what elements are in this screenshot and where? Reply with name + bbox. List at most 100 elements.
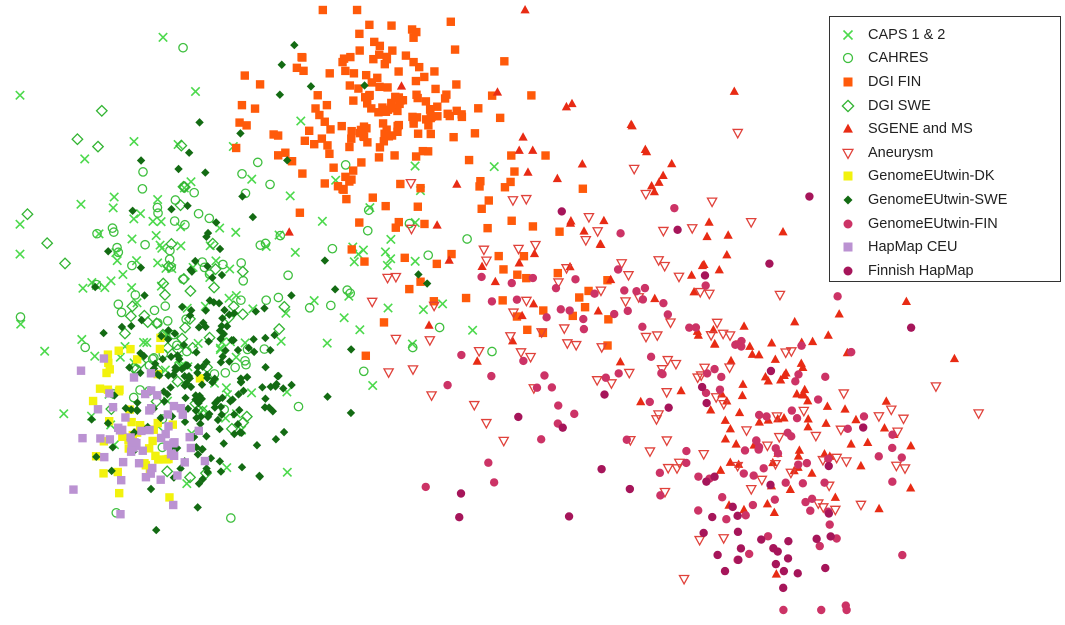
data-point	[645, 397, 655, 407]
data-point	[252, 157, 263, 168]
data-point	[380, 129, 389, 138]
data-point	[476, 176, 485, 186]
data-point	[275, 90, 285, 99]
data-point	[705, 331, 717, 342]
data-point	[169, 401, 179, 411]
data-point	[379, 318, 389, 327]
data-point	[801, 497, 810, 507]
data-point	[175, 139, 188, 152]
data-point	[579, 324, 589, 334]
data-point	[492, 87, 503, 96]
data-point	[261, 363, 270, 372]
data-point	[596, 239, 606, 249]
data-point	[885, 405, 897, 416]
data-point	[636, 396, 646, 406]
data-point	[187, 306, 196, 315]
data-point	[138, 167, 148, 177]
data-point	[182, 378, 191, 388]
data-point	[739, 504, 749, 514]
data-point	[341, 66, 350, 76]
data-point	[489, 478, 499, 487]
data-point	[715, 385, 725, 394]
data-point	[132, 355, 142, 364]
data-point	[418, 146, 428, 156]
data-point	[411, 76, 421, 86]
data-point	[768, 457, 778, 467]
data-point	[817, 503, 830, 514]
data-point	[186, 265, 195, 275]
data-point	[824, 461, 833, 471]
data-point	[217, 321, 226, 331]
data-point	[133, 406, 142, 415]
data-point	[723, 363, 736, 374]
data-point	[487, 297, 497, 306]
data-point	[781, 478, 790, 487]
data-point	[139, 351, 149, 361]
data-point	[507, 196, 519, 207]
data-point	[268, 407, 278, 416]
data-point	[236, 308, 249, 321]
data-point	[972, 409, 985, 420]
data-point	[354, 84, 363, 93]
data-point	[381, 201, 390, 211]
data-point	[184, 371, 194, 381]
data-point	[113, 467, 122, 477]
data-point	[733, 527, 743, 537]
data-point	[771, 444, 780, 453]
data-point	[141, 389, 150, 399]
data-point	[235, 118, 244, 127]
data-point	[162, 316, 173, 326]
data-point	[240, 71, 249, 80]
data-point	[429, 297, 439, 306]
data-point	[798, 362, 808, 372]
data-point	[393, 127, 402, 137]
legend-item-sgene-and-ms: SGENE and MS	[840, 117, 1060, 141]
data-point	[136, 368, 145, 378]
data-point	[512, 244, 525, 256]
data-point	[851, 414, 861, 424]
data-point	[180, 417, 190, 427]
data-point	[322, 338, 332, 348]
data-point	[224, 293, 234, 304]
data-point	[250, 104, 260, 113]
data-point	[571, 275, 580, 284]
data-point	[386, 234, 396, 245]
data-point	[414, 270, 423, 279]
data-point	[879, 423, 890, 432]
data-point	[278, 300, 291, 313]
data-point	[211, 218, 221, 227]
data-point	[118, 269, 128, 280]
data-point	[227, 335, 236, 345]
data-point	[477, 204, 486, 213]
data-point	[190, 86, 201, 97]
data-point	[342, 285, 353, 295]
data-point	[127, 234, 137, 244]
data-point	[161, 429, 170, 439]
data-point	[91, 140, 105, 153]
data-point	[457, 350, 466, 360]
data-point	[773, 547, 782, 556]
data-point	[127, 417, 136, 427]
data-points	[15, 4, 985, 615]
data-point	[304, 302, 315, 313]
legend-item-finnish-hapmap: Finnish HapMap	[840, 259, 1060, 283]
legend-label: SGENE and MS	[868, 121, 973, 138]
data-point	[787, 406, 797, 415]
data-point	[362, 124, 371, 133]
data-point	[368, 193, 377, 202]
data-point	[213, 396, 223, 405]
data-point	[738, 379, 748, 388]
data-point	[591, 376, 603, 387]
data-point	[646, 352, 656, 362]
data-point	[15, 319, 26, 329]
data-point	[824, 509, 834, 518]
data-point	[523, 325, 532, 335]
data-point	[591, 227, 604, 238]
legend-item-genomeeutwin-dk: GenomeEUtwin-DK	[840, 165, 1060, 189]
data-point	[235, 405, 244, 415]
data-point	[163, 390, 172, 399]
data-point	[183, 361, 192, 370]
data-point	[691, 323, 701, 332]
data-point	[408, 112, 417, 122]
